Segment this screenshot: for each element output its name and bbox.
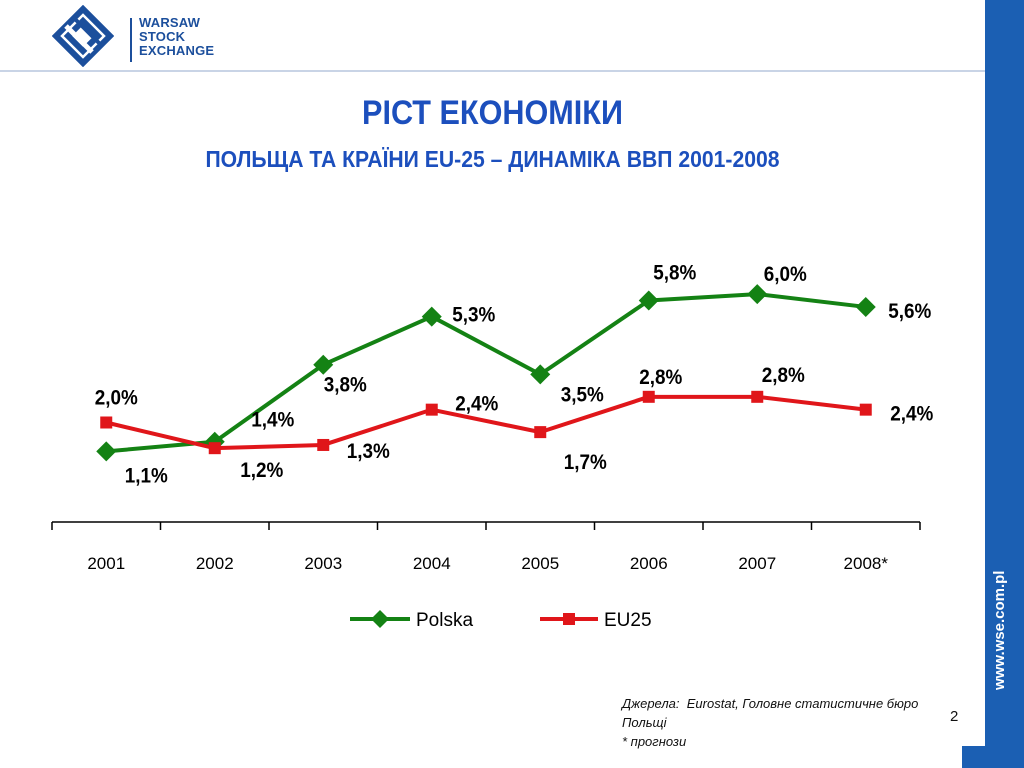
data-point-eu25 — [642, 390, 655, 403]
data-label: 2,4% — [890, 403, 933, 426]
data-point-polska — [96, 441, 117, 462]
data-point-eu25 — [534, 426, 547, 439]
header-divider — [0, 70, 985, 72]
data-label: 1,1% — [125, 465, 168, 488]
data-point-eu25 — [425, 403, 438, 416]
data-label: 1,3% — [347, 440, 390, 463]
data-label: 1,7% — [564, 451, 607, 474]
header — [0, 0, 985, 72]
data-point-polska — [638, 290, 659, 311]
data-point-polska — [855, 296, 876, 317]
source-text: Eurostat, Головне статистичне бюро Польщ… — [622, 696, 919, 730]
data-label: 3,5% — [561, 383, 604, 406]
logo-line-3: EXCHANGE — [139, 43, 215, 58]
data-point-polska — [747, 284, 768, 305]
data-point-polska — [530, 364, 551, 385]
legend-label: EU25 — [604, 610, 652, 631]
x-tick-label: 2003 — [304, 554, 342, 573]
data-label: 5,8% — [653, 262, 696, 285]
sidebar-url: www.wse.com.pl — [991, 570, 1008, 690]
data-point-polska — [313, 354, 334, 375]
logo-line-2: STOCK — [139, 29, 186, 44]
source-note: Джерела: Eurostat, Головне статистичне б… — [622, 696, 919, 749]
legend-label: Polska — [416, 610, 473, 631]
data-label: 3,8% — [324, 374, 367, 397]
data-label: 2,4% — [455, 393, 498, 416]
x-tick-label: 2004 — [413, 554, 451, 573]
data-point-eu25 — [859, 403, 872, 416]
data-label: 1,2% — [240, 459, 283, 482]
series-line-eu25 — [105, 394, 866, 451]
page-title: РІСТ ЕКОНОМІКИ — [362, 94, 623, 132]
legend-marker — [563, 613, 575, 625]
sidebar-corner — [962, 746, 1024, 768]
data-point-eu25 — [100, 416, 113, 429]
data-label: 2,8% — [762, 364, 805, 387]
data-label: 5,3% — [452, 304, 495, 327]
x-tick-label: 2002 — [196, 554, 234, 573]
page-number: 2 — [950, 708, 959, 725]
data-point-eu25 — [751, 390, 764, 403]
logo-text: WARSAW STOCK EXCHANGE — [139, 16, 214, 58]
x-tick-label: 2006 — [630, 554, 668, 573]
logo-separator — [130, 18, 132, 62]
legend-marker — [371, 610, 389, 628]
data-label: 2,8% — [639, 366, 682, 389]
wse-logo-icon — [52, 5, 114, 67]
data-label: 5,6% — [888, 300, 931, 323]
data-label: 2,0% — [95, 387, 138, 410]
x-tick-label: 2007 — [738, 554, 776, 573]
sidebar — [985, 0, 1024, 768]
x-tick-label: 2005 — [521, 554, 559, 573]
page-subtitle: ПОЛЬЩА ТА КРАЇНИ EU-25 – ДИНАМІКА ВВП 20… — [205, 146, 780, 172]
x-tick-label: 2008* — [844, 554, 889, 573]
data-label: 1,4% — [251, 409, 294, 432]
forecast-note: * прогнози — [622, 734, 687, 749]
data-label: 6,0% — [764, 263, 807, 286]
source-label: Джерела — [622, 696, 676, 711]
gdp-line-chart: 2001 2002 2003 2004 2005 2006 2007 2008* 1,1% 1,4… — [51, 262, 934, 631]
series-line-polska — [106, 292, 866, 454]
data-point-eu25 — [208, 442, 221, 455]
x-tick-label: 2001 — [87, 554, 125, 573]
logo-line-1: WARSAW — [139, 15, 201, 30]
data-point-eu25 — [317, 438, 330, 451]
data-point-polska — [421, 306, 442, 327]
